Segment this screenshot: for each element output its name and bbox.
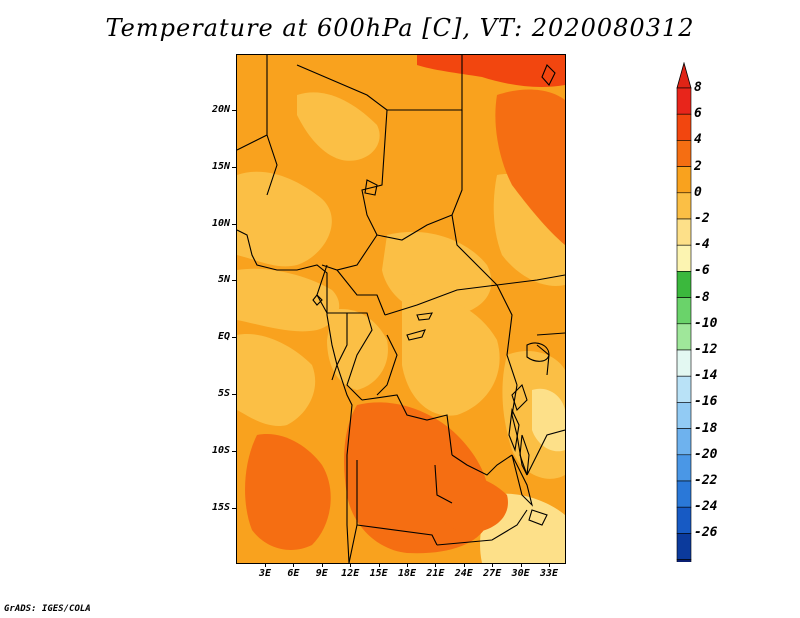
colorbar-swatch bbox=[676, 113, 692, 141]
colorbar-label: -2 bbox=[694, 211, 710, 226]
latitude-tick bbox=[232, 450, 236, 452]
lakes bbox=[312, 64, 556, 526]
coastline bbox=[237, 229, 353, 563]
colorbar-swatch bbox=[676, 166, 692, 194]
colorbar-label: 2 bbox=[694, 158, 702, 174]
field-patch bbox=[417, 55, 565, 88]
colorbar-label: -8 bbox=[694, 289, 710, 305]
colorbar-label: -10 bbox=[694, 315, 718, 331]
longitude-label: 6E bbox=[287, 568, 300, 579]
colorbar-swatch bbox=[676, 140, 692, 167]
colorbar-swatch bbox=[676, 297, 692, 325]
colorbar-label: -16 bbox=[694, 394, 718, 410]
longitude-tick bbox=[407, 563, 408, 567]
longitude-label: 24E bbox=[454, 568, 473, 579]
longitude-tick bbox=[265, 563, 266, 567]
colorbar-swatch bbox=[676, 559, 692, 587]
colorbar-swatches bbox=[676, 61, 692, 612]
longitude-label: 12E bbox=[341, 568, 360, 579]
latitude-tick bbox=[232, 223, 236, 225]
colorbar-swatch bbox=[676, 402, 692, 429]
colorbar-swatch bbox=[676, 87, 692, 115]
latitude-tick bbox=[232, 394, 236, 395]
colorbar-label: -14 bbox=[694, 368, 718, 384]
longitude-label: 30E bbox=[511, 568, 530, 579]
latitude-tick bbox=[232, 110, 236, 111]
colorbar-label: -24 bbox=[694, 499, 718, 515]
longitude-tick bbox=[549, 563, 550, 567]
colorbar-swatch bbox=[676, 428, 692, 456]
field-patch bbox=[402, 294, 500, 416]
latitude-tick bbox=[232, 507, 236, 509]
longitude-tick bbox=[492, 563, 494, 567]
latitude-label: 5S bbox=[217, 388, 230, 399]
latitude-label: 15N bbox=[211, 160, 230, 172]
longitude-tick bbox=[378, 563, 380, 567]
colorbar-label: 0 bbox=[694, 184, 702, 200]
field-patch bbox=[237, 171, 332, 267]
field-patch bbox=[327, 309, 388, 390]
colorbar bbox=[676, 61, 692, 612]
grads-credit: GrADS: IGES/COLA bbox=[4, 604, 91, 614]
latitude-label: 20N bbox=[211, 104, 230, 115]
field-patch bbox=[495, 89, 565, 245]
chart-title: Temperature at 600hPa [C], VT: 202008031… bbox=[105, 14, 695, 42]
latitude-tick bbox=[232, 280, 236, 282]
field-patch bbox=[245, 434, 331, 550]
colorbar-swatch bbox=[676, 192, 692, 220]
country-borders bbox=[237, 55, 565, 563]
colorbar-label: -6 bbox=[694, 263, 710, 279]
colorbar-swatch bbox=[676, 533, 692, 560]
colorbar-swatch bbox=[676, 218, 692, 246]
colorbar-label: 4 bbox=[694, 132, 702, 148]
colorbar-top-arrow bbox=[676, 61, 692, 89]
latitude-label: EQ bbox=[217, 331, 230, 343]
longitude-label: 21E bbox=[426, 568, 445, 579]
longitude-label: 33E bbox=[539, 568, 559, 579]
colorbar-swatch bbox=[676, 244, 692, 272]
colorbar-swatch bbox=[676, 323, 692, 351]
longitude-tick bbox=[520, 563, 522, 567]
field-patch bbox=[237, 334, 316, 427]
field-patch bbox=[532, 388, 565, 452]
latitude-tick bbox=[232, 337, 236, 339]
latitude-label: 10S bbox=[211, 444, 230, 456]
longitude-label: 3E bbox=[258, 568, 272, 579]
colorbar-label: -18 bbox=[694, 420, 718, 436]
colorbar-label: 6 bbox=[694, 106, 702, 122]
colorbar-label: -26 bbox=[694, 525, 718, 541]
colorbar-swatch bbox=[676, 454, 692, 482]
longitude-tick bbox=[350, 563, 352, 567]
latitude-label: 15S bbox=[211, 501, 230, 513]
colorbar-label: -12 bbox=[694, 342, 718, 357]
longitude-tick bbox=[293, 563, 295, 567]
colorbar-swatch bbox=[676, 506, 692, 534]
colorbar-label: -22 bbox=[694, 473, 718, 488]
colorbar-swatch bbox=[676, 375, 692, 403]
temperature-field bbox=[237, 55, 565, 563]
longitude-tick bbox=[463, 563, 465, 567]
latitude-label: 5N bbox=[217, 274, 230, 286]
longitude-tick bbox=[321, 563, 323, 567]
longitude-label: 27E bbox=[483, 568, 502, 579]
map-panel bbox=[236, 54, 566, 564]
colorbar-label: 8 bbox=[694, 80, 702, 95]
latitude-label: 10N bbox=[211, 217, 230, 229]
colorbar-label: -4 bbox=[694, 237, 710, 253]
longitude-tick bbox=[435, 563, 437, 567]
longitude-label: 15E bbox=[369, 568, 388, 579]
colorbar-swatch bbox=[676, 480, 692, 508]
colorbar-label: -20 bbox=[694, 446, 718, 462]
longitude-label: 18E bbox=[397, 568, 417, 579]
longitude-label: 9E bbox=[315, 568, 328, 579]
latitude-tick bbox=[232, 166, 236, 168]
colorbar-swatch bbox=[676, 271, 692, 298]
field-patch bbox=[297, 92, 380, 161]
field-patch bbox=[435, 473, 508, 533]
colorbar-swatch bbox=[676, 349, 692, 377]
field-patch bbox=[237, 268, 340, 332]
